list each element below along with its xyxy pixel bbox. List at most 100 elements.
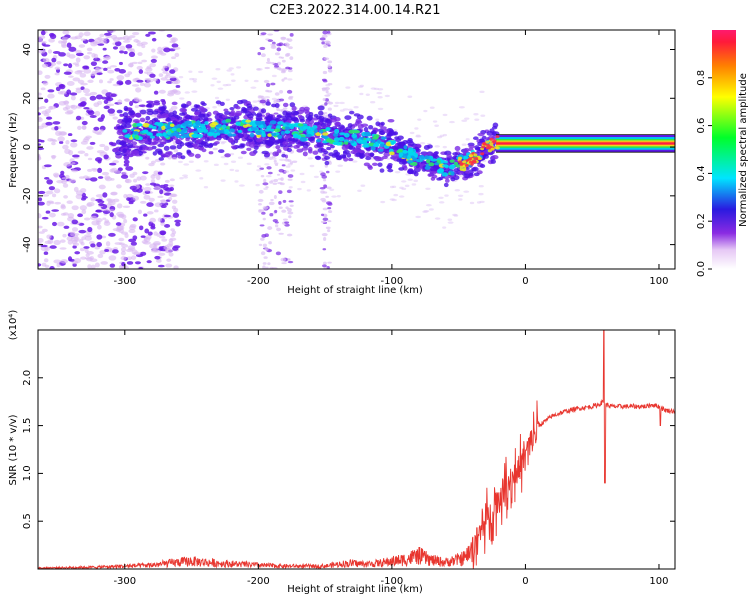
spectrum-core-point bbox=[235, 121, 241, 126]
noise-point bbox=[42, 58, 50, 63]
spectrum-point bbox=[302, 109, 310, 113]
noise-point bbox=[41, 41, 47, 44]
noise-point bbox=[286, 89, 293, 94]
noise-point bbox=[157, 195, 164, 199]
noise-point bbox=[321, 232, 328, 237]
noise-point bbox=[79, 205, 87, 211]
noise-point bbox=[43, 258, 49, 263]
spectrum-point bbox=[119, 140, 127, 145]
spectrum-core-point bbox=[224, 129, 230, 135]
spectrum-core-point bbox=[371, 139, 376, 143]
noise-point bbox=[236, 66, 242, 69]
noise-point bbox=[229, 168, 235, 172]
spectrum-point bbox=[224, 153, 231, 158]
noise-point bbox=[118, 237, 125, 242]
noise-point bbox=[263, 256, 268, 259]
spectrum-point bbox=[386, 164, 393, 170]
noise-point bbox=[288, 46, 293, 50]
noise-point bbox=[112, 228, 120, 232]
noise-point bbox=[273, 195, 277, 199]
noise-point bbox=[259, 144, 264, 147]
spectrum-point bbox=[240, 150, 247, 155]
noise-point bbox=[278, 56, 283, 59]
noise-point bbox=[190, 105, 195, 109]
noise-point bbox=[173, 265, 179, 269]
noise-point bbox=[89, 258, 98, 263]
noise-point bbox=[41, 262, 47, 267]
noise-point bbox=[108, 30, 116, 33]
noise-point bbox=[265, 61, 272, 64]
spectrum-point bbox=[287, 137, 295, 142]
noise-point bbox=[203, 185, 209, 189]
noise-point bbox=[163, 47, 171, 53]
x-tick-label: -200 bbox=[247, 576, 270, 587]
spectrum-point bbox=[315, 155, 322, 161]
spectrum-point bbox=[356, 120, 363, 125]
noise-point bbox=[461, 119, 468, 122]
noise-point bbox=[324, 102, 328, 106]
spectrum-core-point bbox=[351, 133, 358, 138]
noise-point bbox=[59, 90, 68, 95]
spectrum-point bbox=[214, 141, 220, 145]
noise-point bbox=[203, 160, 209, 163]
noise-point bbox=[56, 221, 65, 227]
noise-point bbox=[469, 201, 475, 205]
spectrum-core-point bbox=[192, 133, 199, 138]
noise-point bbox=[140, 200, 147, 204]
noise-point bbox=[52, 51, 61, 54]
spectrum-point bbox=[374, 156, 382, 162]
noise-point bbox=[101, 96, 107, 100]
noise-point bbox=[143, 213, 148, 217]
spectrum-core-point bbox=[176, 128, 182, 133]
x-tick-label: -100 bbox=[381, 276, 404, 287]
noise-point bbox=[94, 157, 103, 162]
noise-point bbox=[169, 40, 176, 44]
noise-point bbox=[268, 241, 272, 245]
noise-point bbox=[79, 72, 87, 78]
noise-point bbox=[274, 92, 280, 96]
spectrum-point bbox=[333, 152, 339, 157]
spectrum-point bbox=[170, 116, 176, 122]
spectrum-core-point bbox=[474, 157, 479, 161]
noise-point bbox=[258, 189, 264, 194]
spectrum-core-point bbox=[245, 119, 252, 123]
noise-point bbox=[64, 111, 73, 115]
spectrum-point bbox=[139, 117, 146, 123]
noise-point bbox=[270, 198, 274, 202]
spectrum-core-point bbox=[464, 163, 469, 167]
noise-point bbox=[73, 258, 82, 264]
noise-point bbox=[288, 215, 292, 219]
spectrum-point bbox=[364, 152, 371, 158]
noise-point bbox=[96, 100, 103, 105]
noise-point bbox=[115, 222, 122, 226]
noise-point bbox=[57, 136, 65, 142]
noise-point bbox=[60, 170, 65, 175]
noise-point bbox=[365, 93, 370, 96]
spectrum-point bbox=[398, 167, 405, 171]
noise-point bbox=[86, 146, 94, 150]
spectrum-core-point bbox=[280, 130, 285, 136]
noise-point bbox=[438, 201, 445, 204]
noise-point bbox=[123, 163, 130, 167]
noise-point bbox=[272, 219, 278, 223]
spectrum-core-point bbox=[371, 136, 379, 140]
spectrum-point bbox=[176, 144, 182, 150]
noise-point bbox=[278, 206, 283, 209]
noise-point bbox=[157, 171, 163, 175]
noise-point bbox=[213, 163, 219, 167]
spectrum-point bbox=[146, 108, 154, 112]
noise-point bbox=[261, 234, 267, 238]
noise-point bbox=[169, 186, 174, 192]
spectrum-point bbox=[454, 145, 461, 152]
noise-point bbox=[38, 147, 45, 151]
noise-point bbox=[83, 246, 90, 249]
spectrum-core-point bbox=[449, 159, 455, 163]
noise-point bbox=[66, 80, 75, 86]
noise-point bbox=[83, 137, 90, 141]
colorbar-label: Normalized spectral amplitude bbox=[738, 73, 749, 227]
noise-point bbox=[104, 176, 113, 182]
noise-point bbox=[191, 90, 198, 93]
noise-point bbox=[250, 86, 257, 89]
noise-point bbox=[149, 62, 156, 68]
noise-point bbox=[479, 200, 485, 204]
